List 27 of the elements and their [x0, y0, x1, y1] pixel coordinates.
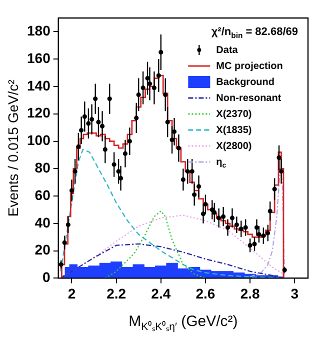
line-series: [104, 210, 206, 278]
y-tick-label: 100: [27, 132, 51, 148]
y-tick-label: 60: [34, 186, 51, 203]
line-series: [249, 168, 286, 278]
x-tick-label: 2.8: [240, 285, 260, 302]
x-tick-label: 2.2: [106, 285, 126, 302]
legend-label: Non-resonant: [216, 92, 282, 104]
y-tick-label: 120: [27, 104, 51, 121]
y-tick-label: 80: [34, 160, 51, 176]
legend-label: MC projection: [216, 60, 283, 72]
y-tick-label: 40: [34, 214, 51, 230]
legend-label: Data: [216, 44, 238, 56]
legend-label: X(1835): [216, 124, 252, 136]
y-tick-label: 140: [27, 77, 51, 94]
y-tick-label: 180: [27, 22, 51, 39]
y-tick-label: 160: [27, 50, 51, 66]
x-tick-label: 2: [68, 285, 76, 302]
x-tick-label: 3: [290, 285, 299, 302]
y-tick-label: 20: [34, 242, 51, 258]
line-series: [60, 243, 284, 278]
legend-label: X(2370): [216, 108, 252, 120]
legend-label: Background: [216, 76, 275, 88]
x-tick-label: 2.6: [196, 285, 216, 302]
x-tick-label: 2.4: [151, 285, 171, 302]
y-axis-title: Events / 0.015 GeV/c²: [4, 79, 21, 217]
y-tick-label: 0: [42, 269, 51, 286]
legend-label: X(2800): [216, 140, 252, 152]
